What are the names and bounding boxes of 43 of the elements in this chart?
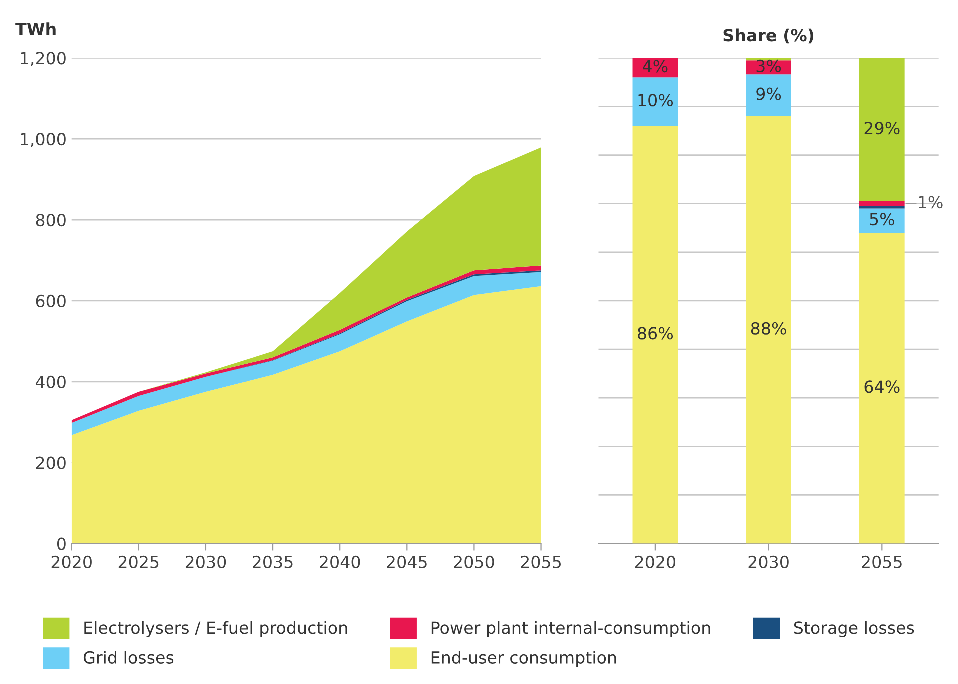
x-tick-label: 2025 [118, 556, 159, 568]
x-tick-label: 2030 [186, 556, 226, 568]
bar [859, 58, 905, 202]
chart-title: Share (%) [724, 28, 814, 44]
x-tick-label: 2050 [454, 556, 494, 568]
x-tick-label: 2055 [862, 556, 902, 568]
data-label: 9% [756, 88, 782, 100]
y-tick-label: 600 [36, 294, 66, 308]
x-tick-label: 2020 [635, 556, 676, 568]
y-tick-label: 1,000 [21, 133, 66, 148]
x-tick-label: 2035 [253, 556, 293, 568]
legend-label: End-user consumption [432, 651, 616, 668]
bar [632, 78, 678, 126]
data-label: 88% [751, 322, 786, 335]
legend-label: Power plant internal-consumption [432, 621, 710, 638]
bar [859, 201, 905, 206]
x-tick-label: 2040 [320, 556, 360, 568]
legend-label: Electrolysers / E-fuel production [84, 621, 348, 638]
y-tick-label: 800 [36, 214, 66, 227]
x-tick-label: 2030 [748, 556, 789, 568]
bar [859, 232, 905, 544]
bar [746, 116, 792, 544]
y-tick-label: 200 [36, 456, 66, 470]
data-label: 4% [643, 60, 668, 73]
bar [632, 126, 678, 544]
data-label: 5% [870, 213, 894, 226]
y-tick-label: 1,200 [21, 52, 66, 66]
x-tick-label: 2055 [521, 556, 562, 568]
legend-label: Storage losses [794, 621, 914, 638]
x-tick-label: 2020 [52, 556, 92, 568]
x-tick-label: 2045 [387, 556, 427, 568]
data-label: 29% [864, 122, 900, 135]
bar [746, 74, 792, 116]
data-label: 86% [638, 327, 674, 340]
bar [859, 208, 905, 233]
y-tick-label: 0 [57, 538, 66, 550]
data-label: 64% [864, 380, 900, 394]
y-axis-title: TWh [16, 22, 56, 36]
y-tick-label: 400 [36, 376, 66, 388]
legend-label: Grid losses [84, 651, 174, 664]
data-label: 1% [919, 196, 943, 209]
data-label: 10% [638, 94, 674, 107]
data-label: 3% [756, 60, 782, 72]
